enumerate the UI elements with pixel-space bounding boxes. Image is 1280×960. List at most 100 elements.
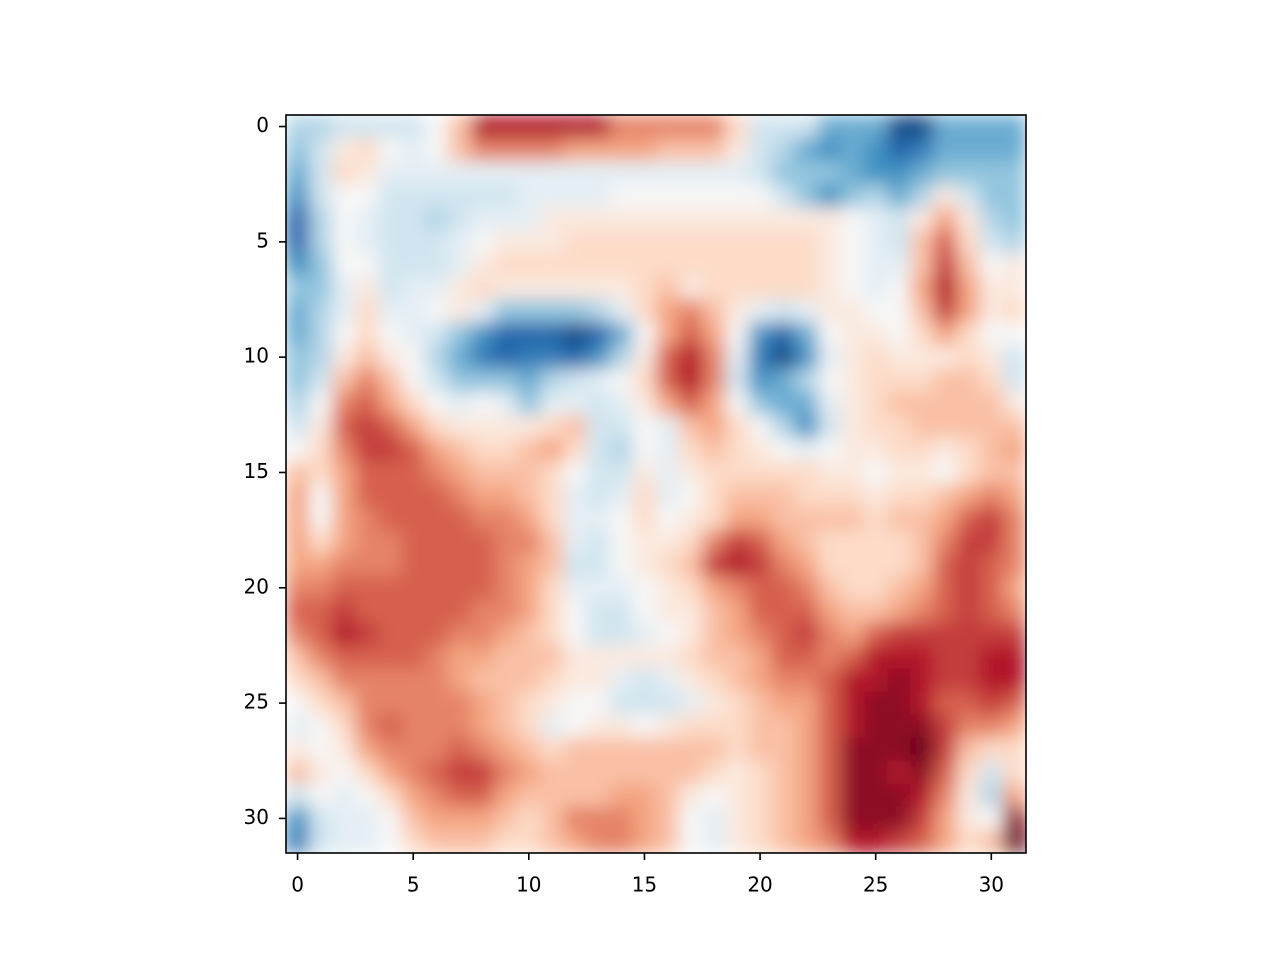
heatmap-cell <box>609 391 634 416</box>
heatmap-cell <box>841 322 865 347</box>
heatmap-cell <box>332 253 356 278</box>
heatmap-cell <box>540 622 565 647</box>
heatmap-cell <box>794 622 819 647</box>
heatmap-cell <box>725 622 750 647</box>
heatmap-cell <box>771 576 796 600</box>
heatmap-cell <box>817 806 842 831</box>
heatmap-cell <box>841 207 865 231</box>
heatmap-cell <box>864 230 888 254</box>
heatmap-cell <box>817 530 842 554</box>
heatmap-cell <box>817 829 842 853</box>
heatmap-cell <box>817 322 842 347</box>
heatmap-cell <box>332 345 356 370</box>
heatmap-cell <box>309 138 333 162</box>
heatmap-cell <box>864 622 888 647</box>
heatmap-cell <box>471 115 495 139</box>
heatmap-cell <box>864 368 888 393</box>
heatmap-cell <box>1002 161 1026 185</box>
heatmap-cell <box>817 368 842 393</box>
heatmap-cell <box>979 460 1004 485</box>
heatmap-cell <box>471 484 495 508</box>
heatmap-cell <box>471 460 495 485</box>
heatmap-cell <box>979 437 1004 462</box>
heatmap-cell <box>309 576 333 600</box>
heatmap-cell <box>771 368 796 393</box>
heatmap-cell <box>586 345 611 370</box>
heatmap-cell <box>1002 622 1026 647</box>
heatmap-cell <box>586 530 611 554</box>
heatmap-cell <box>794 691 819 716</box>
heatmap-cell <box>864 691 888 716</box>
heatmap-cell <box>494 576 518 600</box>
heatmap-cell <box>517 530 541 554</box>
heatmap-cell <box>494 437 518 462</box>
heatmap-cell <box>540 368 565 393</box>
heatmap-cell <box>748 414 773 439</box>
heatmap-cell <box>286 414 310 439</box>
heatmap-cell <box>702 184 726 208</box>
heatmap-cell <box>517 391 541 416</box>
heatmap-cell <box>586 737 611 762</box>
heatmap-cell <box>540 138 565 162</box>
heatmap-cell <box>1002 668 1026 693</box>
heatmap-cell <box>956 322 981 347</box>
heatmap-cell <box>979 161 1004 185</box>
heatmap-cell <box>332 553 356 577</box>
heatmap-cell <box>702 391 726 416</box>
heatmap-cell <box>332 299 356 324</box>
heatmap-cell <box>748 161 773 185</box>
heatmap-cell <box>817 668 842 693</box>
heatmap-cell <box>1002 645 1026 670</box>
heatmap-cell <box>332 737 356 762</box>
heatmap-cell <box>609 553 634 577</box>
heatmap-cell <box>517 276 541 301</box>
heatmap-cell <box>447 391 472 416</box>
heatmap-cell <box>841 437 865 462</box>
heatmap-cell <box>447 530 472 554</box>
heatmap-cell <box>378 691 403 716</box>
heatmap-cell <box>355 829 380 853</box>
heatmap-cell <box>817 714 842 739</box>
heatmap-cell <box>748 460 773 485</box>
heatmap-cell <box>656 391 680 416</box>
heatmap-cell <box>679 368 703 393</box>
heatmap-cell <box>424 829 449 853</box>
heatmap-cell <box>679 599 703 623</box>
heatmap-cell <box>887 115 911 139</box>
heatmap-cell <box>355 414 380 439</box>
heatmap-cell <box>725 576 750 600</box>
heatmap-cell <box>609 484 634 508</box>
y-tick-label: 0 <box>256 113 269 137</box>
heatmap-cell <box>910 299 935 324</box>
heatmap-cell <box>956 207 981 231</box>
heatmap-cell <box>586 668 611 693</box>
heatmap-cell <box>609 668 634 693</box>
y-tick-label: 25 <box>244 690 269 714</box>
heatmap-cell <box>563 691 588 716</box>
heatmap-cell <box>447 691 472 716</box>
heatmap-cell <box>1002 345 1026 370</box>
heatmap-cell <box>471 299 495 324</box>
heatmap-cell <box>656 437 680 462</box>
heatmap-cell <box>933 530 958 554</box>
heatmap-cell <box>586 760 611 785</box>
heatmap-cell <box>632 322 657 347</box>
heatmap-cell <box>702 322 726 347</box>
heatmap-cell <box>332 207 356 231</box>
heatmap-cell <box>332 599 356 623</box>
heatmap-cell <box>933 207 958 231</box>
heatmap-cell <box>979 322 1004 347</box>
heatmap-cell <box>1002 691 1026 716</box>
heatmap-cell <box>679 253 703 278</box>
heatmap-cell <box>540 737 565 762</box>
heatmap-cell <box>725 460 750 485</box>
heatmap-cell <box>841 829 865 853</box>
heatmap-cell <box>632 184 657 208</box>
heatmap-cell <box>864 714 888 739</box>
heatmap-cell <box>794 437 819 462</box>
heatmap-cell <box>332 437 356 462</box>
heatmap-cell <box>632 737 657 762</box>
heatmap-cell <box>309 737 333 762</box>
heatmap-cell <box>956 437 981 462</box>
heatmap-cell <box>586 161 611 185</box>
